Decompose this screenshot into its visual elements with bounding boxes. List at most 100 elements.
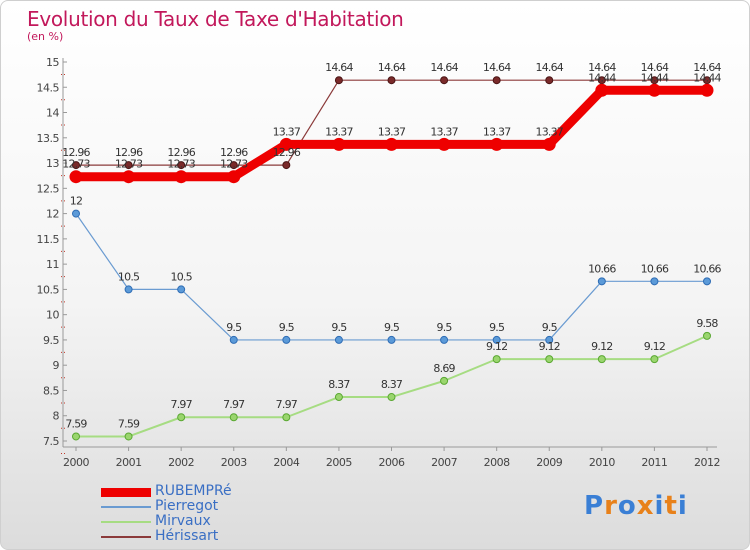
data-label: 7.97	[223, 398, 245, 411]
data-label: 12.73	[220, 158, 248, 171]
data-label: 13.37	[325, 125, 353, 138]
data-label: 8.69	[433, 362, 455, 375]
data-point	[177, 285, 186, 294]
y-tick-label: 9	[53, 359, 60, 372]
data-point	[595, 83, 609, 97]
legend-label: RUBEMPRé	[155, 483, 232, 499]
logo-letter: i	[654, 491, 665, 521]
data-label: 14.44	[693, 71, 721, 84]
data-point	[440, 76, 449, 85]
data-label: 13.37	[273, 125, 301, 138]
data-label: 9.5	[489, 321, 505, 334]
logo-letter: i	[677, 491, 688, 521]
chart-subtitle: (en %)	[27, 30, 64, 43]
data-point	[124, 285, 133, 294]
data-point	[334, 76, 343, 85]
legend-swatch	[101, 487, 151, 497]
data-label: 8.37	[381, 378, 403, 391]
data-label: 14.44	[588, 71, 616, 84]
y-tick-label: 9.5	[43, 334, 59, 347]
data-label: 12.73	[115, 158, 143, 171]
legend-swatch	[101, 536, 151, 538]
data-point	[385, 137, 398, 151]
data-label: 13.37	[536, 125, 564, 138]
legend-item: RUBEMPRé	[101, 483, 261, 500]
data-label: 13.37	[430, 125, 458, 138]
data-label: 14.64	[641, 61, 669, 74]
y-tick-label: 12	[46, 208, 59, 221]
logo-letter: r	[604, 491, 618, 521]
y-tick-label: 15	[46, 56, 59, 69]
data-point	[387, 393, 396, 402]
data-label: 8.37	[328, 378, 350, 391]
data-point	[597, 76, 606, 85]
y-tick-label: 10	[46, 309, 59, 322]
data-point	[647, 83, 661, 97]
data-point	[387, 335, 396, 344]
chart-title: Evolution du Taux de Taxe d'Habitation	[27, 7, 404, 31]
data-point	[279, 137, 293, 151]
y-tick-label: 7.5	[43, 435, 59, 448]
data-point	[282, 161, 291, 170]
data-point	[545, 355, 554, 364]
data-label: 9.5	[331, 321, 347, 334]
y-tick-label: 11.5	[37, 233, 60, 246]
data-point	[174, 170, 188, 184]
x-tick-label: 2007	[431, 456, 457, 469]
data-point	[72, 209, 80, 218]
data-point	[700, 83, 714, 97]
data-label: 12.73	[62, 158, 90, 171]
data-label: 14.64	[325, 61, 353, 74]
legend-item: Pierregot	[101, 498, 261, 515]
data-point	[122, 170, 136, 184]
x-tick-label: 2005	[326, 456, 352, 469]
data-point	[492, 76, 501, 85]
data-label: 14.64	[378, 61, 406, 74]
y-tick-label: 12.5	[37, 182, 60, 195]
x-tick-label: 2000	[63, 456, 89, 469]
data-label: 10.5	[171, 270, 193, 283]
data-point	[492, 335, 501, 344]
legend-label: Hérissart	[155, 528, 219, 544]
data-label: 12.96	[115, 146, 143, 159]
y-tick-label: 14	[46, 107, 59, 120]
data-point	[177, 161, 186, 170]
data-point	[703, 277, 711, 286]
x-tick-label: 2002	[168, 456, 194, 469]
data-label: 9.5	[279, 321, 295, 334]
x-tick-label: 2009	[536, 456, 562, 469]
data-label: 14.64	[536, 61, 564, 74]
data-label: 12.96	[273, 146, 301, 159]
data-label: 9.12	[486, 340, 507, 353]
data-label: 7.97	[171, 398, 193, 411]
y-tick-label: 10.5	[37, 283, 60, 296]
data-label: 10.5	[118, 270, 140, 283]
proxiti-logo: Proxiti	[584, 491, 688, 521]
data-label: 10.66	[693, 262, 721, 275]
x-tick-label: 2010	[589, 456, 615, 469]
data-label: 12.96	[220, 146, 248, 159]
data-label: 14.44	[641, 71, 669, 84]
data-label: 14.64	[693, 61, 721, 74]
data-point	[177, 413, 186, 422]
data-point	[227, 170, 241, 184]
data-point	[650, 277, 659, 286]
legend-swatch	[101, 521, 151, 523]
data-label: 10.66	[641, 262, 669, 275]
data-label: 9.5	[542, 321, 558, 334]
legend-item: Hérissart	[101, 528, 261, 545]
data-label: 12.73	[167, 158, 195, 171]
y-tick-label: 13	[46, 157, 59, 170]
data-point	[332, 137, 346, 151]
data-point	[490, 137, 504, 151]
data-point	[334, 393, 343, 402]
data-label: 9.5	[384, 321, 400, 334]
data-label: 12	[70, 195, 82, 208]
x-tick-label: 2004	[273, 456, 299, 469]
y-tick-label: 8	[53, 410, 60, 423]
data-point	[650, 355, 659, 364]
data-point	[703, 331, 711, 340]
x-tick-label: 2011	[641, 456, 667, 469]
data-label: 12.96	[62, 146, 90, 159]
